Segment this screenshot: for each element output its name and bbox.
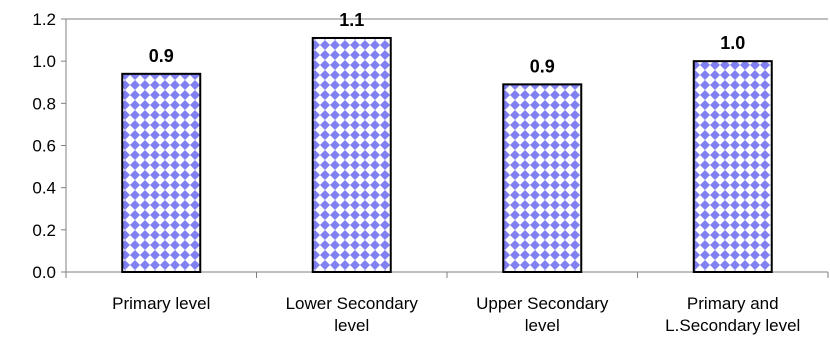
y-tick-label: 1.0	[32, 52, 56, 71]
x-category-label: level	[525, 316, 560, 335]
bar	[121, 72, 202, 273]
x-category-label: L.Secondary level	[665, 316, 800, 335]
bar	[692, 60, 773, 273]
x-category-label: level	[334, 316, 369, 335]
x-category-label: Primary and	[687, 294, 779, 313]
bar	[502, 83, 583, 273]
x-category-label: Primary level	[112, 294, 210, 313]
y-tick-label: 0.0	[32, 263, 56, 282]
bar-value-label: 1.0	[720, 33, 745, 53]
y-tick-label: 0.8	[32, 94, 56, 113]
plot-area: 0.0 0.2 0.4 0.6 0.8 1.0 1.2 0.9 Primary level 1.1…	[32, 10, 829, 335]
bar	[311, 36, 392, 273]
bar-value-label: 1.1	[339, 10, 364, 30]
x-category-label: Upper Secondary	[476, 294, 609, 313]
y-tick-label: 0.6	[32, 137, 56, 156]
bar-value-label: 0.9	[149, 46, 174, 66]
y-tick-label: 0.2	[32, 221, 56, 240]
x-category-label: Lower Secondary	[286, 294, 419, 313]
y-tick-label: 1.2	[32, 10, 56, 29]
y-tick-label: 0.4	[32, 179, 56, 198]
bar-value-label: 0.9	[530, 56, 555, 76]
